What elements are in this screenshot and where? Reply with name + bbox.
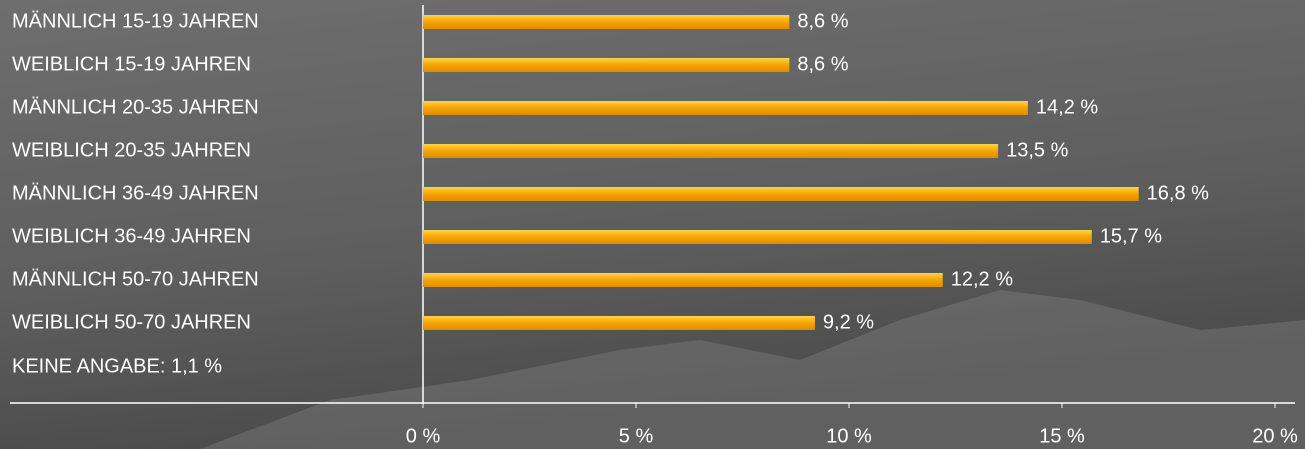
bar xyxy=(423,101,1028,115)
bar xyxy=(423,316,815,330)
bar xyxy=(423,15,789,29)
annotation: KEINE ANGABE: 1,1 % xyxy=(12,355,222,377)
chart: KEINE ANGABE: 1,1 % 0 % 5 % 10 % 15 % 20 % MÄ… xyxy=(0,0,1305,449)
bar xyxy=(423,187,1139,201)
page: KEINE ANGABE: 1,1 % 0 % 5 % 10 % 15 % 20 % MÄ… xyxy=(0,0,1305,449)
value-label: 12,2 % xyxy=(951,268,1013,290)
x-tick-label: 0 % xyxy=(406,425,441,447)
x-tick-label: 20 % xyxy=(1252,425,1298,447)
category-label: MÄNNLICH 15-19 JAHREN xyxy=(12,10,259,32)
value-label: 14,2 % xyxy=(1036,96,1098,118)
bar xyxy=(423,230,1092,244)
bar xyxy=(423,58,789,72)
category-label: MÄNNLICH 20-35 JAHREN xyxy=(12,96,259,118)
x-tick-label: 5 % xyxy=(619,425,654,447)
category-label: MÄNNLICH 50-70 JAHREN xyxy=(12,268,259,290)
value-label: 15,7 % xyxy=(1100,225,1162,247)
x-tick-label: 15 % xyxy=(1039,425,1085,447)
category-label: WEIBLICH 36-49 JAHREN xyxy=(12,225,251,247)
value-label: 8,6 % xyxy=(797,53,848,75)
value-label: 13,5 % xyxy=(1006,139,1068,161)
value-label: 9,2 % xyxy=(823,311,874,333)
value-label: 8,6 % xyxy=(797,10,848,32)
bar xyxy=(423,144,998,158)
x-tick-label: 10 % xyxy=(826,425,872,447)
category-label: MÄNNLICH 36-49 JAHREN xyxy=(12,182,259,204)
category-label: WEIBLICH 20-35 JAHREN xyxy=(12,139,251,161)
bar xyxy=(423,273,943,287)
category-label: WEIBLICH 15-19 JAHREN xyxy=(12,53,251,75)
category-label: WEIBLICH 50-70 JAHREN xyxy=(12,311,251,333)
value-label: 16,8 % xyxy=(1147,182,1209,204)
